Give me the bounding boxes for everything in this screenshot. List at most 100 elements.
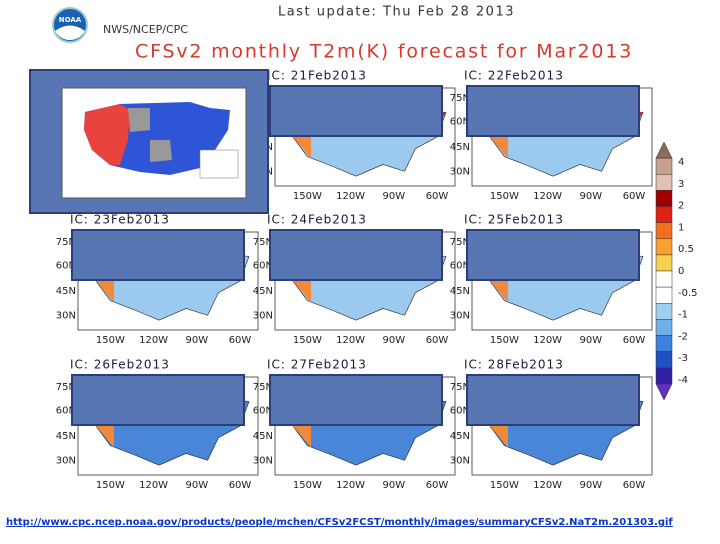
colorbar-swatch xyxy=(655,286,673,304)
lat-label: 30N xyxy=(253,455,273,466)
lat-label: 30N xyxy=(450,166,470,177)
colorbar-label: 3 xyxy=(678,179,684,190)
lon-label: 120W xyxy=(336,191,365,202)
source-url[interactable]: http://www.cpc.ncep.noaa.gov/products/pe… xyxy=(6,517,673,528)
lon-label: 120W xyxy=(533,191,562,202)
colorbar-swatch xyxy=(655,367,673,385)
colorbar-label: -2 xyxy=(678,331,688,342)
colorbar-label: 4 xyxy=(678,157,684,168)
colorbar-cap xyxy=(655,141,673,159)
lat-label: 45N xyxy=(253,286,273,297)
lon-label: 150W xyxy=(293,191,322,202)
lon-label: 60W xyxy=(623,335,646,346)
lat-label: 45N xyxy=(450,431,470,442)
lon-label: 90W xyxy=(579,480,602,491)
lon-label: 120W xyxy=(336,480,365,491)
colorbar-cap xyxy=(655,383,673,401)
cover-box xyxy=(71,374,245,426)
lon-label: 60W xyxy=(426,335,449,346)
colorbar-label: 2 xyxy=(678,201,684,212)
noaa-logo: NOAA xyxy=(52,7,88,43)
lon-label: 150W xyxy=(490,480,519,491)
panel-label: IC: 26Feb2013 xyxy=(70,358,170,372)
panel-label: IC: 28Feb2013 xyxy=(464,358,564,372)
lon-label: 60W xyxy=(623,480,646,491)
lat-label: 45N xyxy=(450,142,470,153)
colorbar-swatch xyxy=(655,157,673,175)
lon-label: 120W xyxy=(336,335,365,346)
panel-label: IC: 27Feb2013 xyxy=(267,358,367,372)
colorbar-swatch xyxy=(655,270,673,288)
colorbar-label: -1 xyxy=(678,310,688,321)
colorbar-label: 0.5 xyxy=(678,244,694,255)
lon-label: 90W xyxy=(579,191,602,202)
lat-label: 75N xyxy=(253,382,273,393)
agency: NWS/NCEP/CPC xyxy=(103,23,188,36)
lat-label: 60N xyxy=(56,260,76,271)
lon-label: 150W xyxy=(490,191,519,202)
lat-label: 60N xyxy=(450,260,470,271)
lat-label: 30N xyxy=(450,310,470,321)
lon-label: 60W xyxy=(426,191,449,202)
lat-label: 45N xyxy=(56,431,76,442)
lon-label: 120W xyxy=(533,335,562,346)
lat-label: 30N xyxy=(56,310,76,321)
lat-label: 60N xyxy=(450,405,470,416)
lon-label: 90W xyxy=(185,335,208,346)
logo-text: NOAA xyxy=(59,16,82,24)
cover-box xyxy=(466,85,640,137)
lon-label: 90W xyxy=(382,191,405,202)
lon-label: 60W xyxy=(229,480,252,491)
lon-label: 120W xyxy=(139,480,168,491)
lat-label: 75N xyxy=(450,93,470,104)
colorbar-swatch xyxy=(655,335,673,352)
lat-label: 60N xyxy=(253,260,273,271)
colorbar-label: -3 xyxy=(678,353,688,364)
lat-label: 75N xyxy=(450,237,470,248)
panel-label: IC: 23Feb2013 xyxy=(70,213,170,227)
colorbar-label: 1 xyxy=(678,222,684,233)
lat-label: 30N xyxy=(253,310,273,321)
last-update: Last update: Thu Feb 28 2013 xyxy=(278,5,515,20)
lat-label: 30N xyxy=(450,455,470,466)
lon-label: 90W xyxy=(382,480,405,491)
colorbar-swatch xyxy=(655,238,673,256)
lon-label: 90W xyxy=(382,335,405,346)
lon-label: 150W xyxy=(490,335,519,346)
cover-box xyxy=(269,229,443,281)
lat-label: 75N xyxy=(253,237,273,248)
lon-label: 90W xyxy=(579,335,602,346)
colorbar: 4 3 2 1 0.5 0 -0.5 -1 -2 -3 -4 xyxy=(655,141,698,401)
lon-label: 120W xyxy=(139,335,168,346)
panel-label: IC: 25Feb2013 xyxy=(464,213,564,227)
lat-label: 60N xyxy=(450,116,470,127)
colorbar-swatch xyxy=(655,303,673,320)
colorbar-swatch xyxy=(655,254,673,272)
colorbar-label: -4 xyxy=(678,375,688,386)
panel-label: IC: 21Feb2013 xyxy=(267,69,367,83)
lon-label: 60W xyxy=(426,480,449,491)
lat-label: 75N xyxy=(56,237,76,248)
lat-label: 45N xyxy=(253,431,273,442)
lat-label: 75N xyxy=(56,382,76,393)
title: CFSv2 monthly T2m(K) forecast for Mar201… xyxy=(135,41,633,63)
colorbar-swatch xyxy=(655,319,673,336)
panel-label: IC: 24Feb2013 xyxy=(267,213,367,227)
lon-label: 150W xyxy=(293,480,322,491)
cover-box xyxy=(466,374,640,426)
colorbar-swatch xyxy=(655,351,673,368)
lat-label: 60N xyxy=(56,405,76,416)
colorbar-label: -0.5 xyxy=(678,288,698,299)
colorbar-swatch xyxy=(655,206,673,223)
lat-label: 60N xyxy=(253,405,273,416)
lon-label: 60W xyxy=(623,191,646,202)
cover-box xyxy=(466,229,640,281)
lon-label: 150W xyxy=(293,335,322,346)
inset-cover xyxy=(29,69,269,214)
colorbar-swatch xyxy=(655,190,673,207)
lon-label: 120W xyxy=(533,480,562,491)
colorbar-swatch xyxy=(655,222,673,239)
lat-label: 75N xyxy=(450,382,470,393)
colorbar-label: 0 xyxy=(678,266,684,277)
